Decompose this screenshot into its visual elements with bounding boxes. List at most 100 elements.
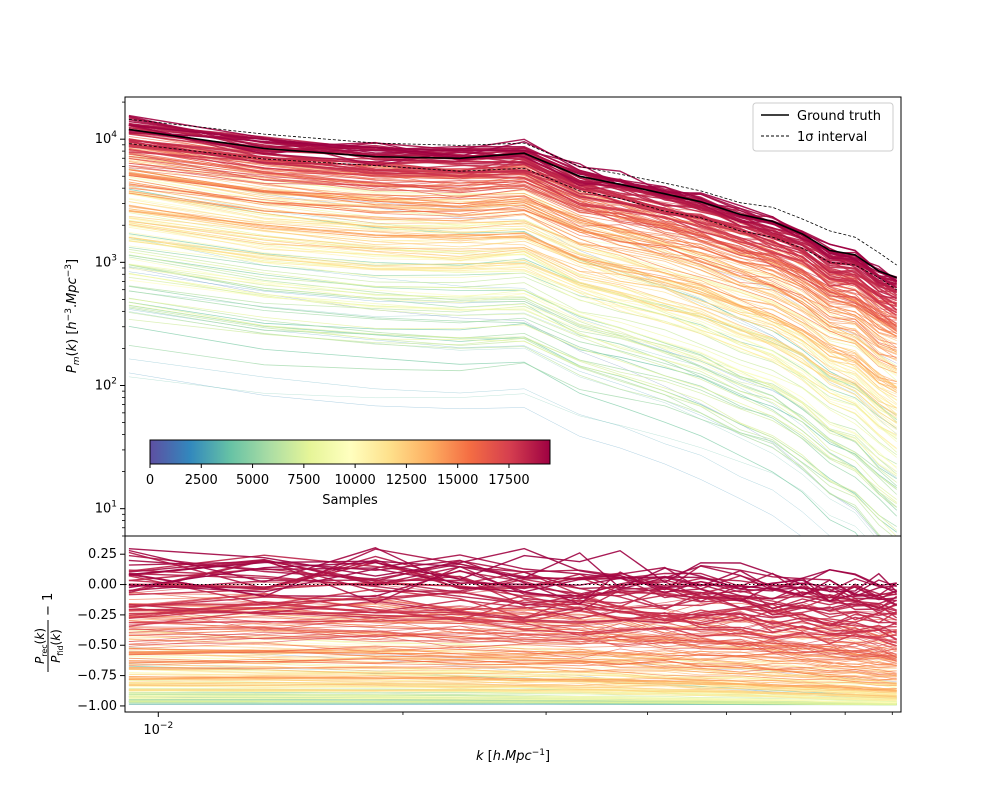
ratio-curve [128,700,897,705]
ratio-curve [128,652,897,685]
svg-text:Pfid(k): Pfid(k) [49,629,65,663]
ratio-curve [128,549,898,594]
sample-curve [128,183,897,353]
sample-curve [128,144,897,327]
ratio-curve [128,559,897,607]
y-tick-label: 0.25 [88,547,117,562]
power-spectrum-samples [128,114,898,536]
y-tick-label: 101 [95,500,117,517]
ratio-curve [128,600,897,627]
colorbar-tick-label: 2500 [185,473,218,488]
sample-curve [128,192,897,388]
sample-curve [128,185,897,358]
sample-curve [128,169,897,333]
sample-curve [128,238,897,449]
sample-curve [128,237,897,424]
sample-curve [128,186,897,382]
legend-sigma-label: 1σ interval [797,130,867,145]
ratio-curve [128,701,897,706]
colorbar-ticks: 0 2500 5000 7500 10000 12500 15000 17500 [146,464,530,488]
ratio-curve [128,684,897,700]
sample-curve [128,176,897,376]
ratio-curve [128,588,897,624]
sample-curve [128,169,897,337]
bottom-y-ticks: 0.25 0.00 −0.25 −0.50 −0.75 −1.00 [77,547,125,714]
ratio-curve [128,683,897,698]
sample-curve [128,267,897,472]
y-tick-label: 0.00 [88,578,117,593]
sample-curve [128,311,875,536]
sample-curve [128,236,897,415]
sample-curve [128,175,897,361]
sample-curve [128,304,897,536]
ratio-curve [128,658,897,676]
bottom-y-axis-label: Prec(k) Pfid(k) − 1 [33,593,65,672]
legend: Ground truth 1σ interval [752,102,894,152]
sample-curve [128,290,897,487]
colorbar-tick-label: 10000 [334,473,375,488]
ratio-curve [128,657,897,677]
ratio-curve [128,629,897,652]
ratio-curve [128,645,897,664]
sample-curve [128,211,897,409]
x-tick-label: 10−2 [143,721,173,738]
sample-curve [128,264,897,475]
sigma-lower-curve [128,143,897,291]
sample-curve [128,226,897,431]
sample-curve [128,210,897,374]
sample-curve [128,297,880,536]
sample-curve [128,175,897,335]
ratio-curve [128,695,897,703]
sample-curve [128,372,802,536]
ratio-curve [128,608,897,658]
ratio-curve [128,688,897,699]
ratio-samples [128,547,898,706]
bottom-x-ticks: 10−2 [143,712,893,738]
x-axis-label: k [h.Mpc−1] [476,748,550,764]
ratio-curve [128,666,897,684]
ratio-curve [128,676,897,690]
sample-curve [128,285,897,517]
sample-curve [128,193,897,405]
ratio-curve [128,591,897,631]
sample-curve [128,276,897,505]
colorbar-gradient [149,439,551,465]
ratio-curve [128,668,897,681]
sample-curve [128,174,897,337]
sample-curve [128,183,897,351]
top-y-axis-label: Pm(k) [h−3.Mpc−3] [64,259,82,373]
sample-curve [128,345,897,527]
sample-curve [128,306,894,536]
sample-curve [128,192,897,368]
colorbar-tick-label: 5000 [236,473,269,488]
sample-curve [128,201,897,373]
sample-curve [128,376,866,536]
colorbar-tick-label: 7500 [287,473,320,488]
y-tick-label: −0.25 [77,608,117,623]
ratio-curve [128,575,898,619]
y-tick-label: 103 [95,253,117,270]
ratio-curve [128,547,897,600]
colorbar-label: Samples [322,493,378,508]
ratio-curve [128,682,897,696]
power-spectrum-panel: 101 102 103 104 Pm(k) [h−3.Mpc−3] Ground tr… [64,96,902,537]
sample-curve [128,131,897,285]
sigma-upper-curve [128,118,897,266]
sample-curve [128,319,897,508]
sample-curve [128,220,897,419]
bottom-axes-frame [124,535,902,713]
sample-curve [128,258,897,469]
sample-curve [128,220,897,417]
svg-text:− 1: − 1 [41,593,56,616]
sample-curve [128,192,897,360]
ratio-curve [128,609,897,645]
ratio-curve [128,658,897,681]
sample-curve [128,326,859,536]
ratio-curve [128,573,897,606]
colorbar-tick-label: 17500 [488,473,529,488]
ratio-panel: 0.25 0.00 −0.25 −0.50 −0.75 −1.00 10−2 Prec(k… [33,535,902,764]
sample-curve [128,222,897,429]
sample-curve [128,210,897,406]
ratio-curve [128,622,897,657]
ratio-curve [128,581,897,615]
